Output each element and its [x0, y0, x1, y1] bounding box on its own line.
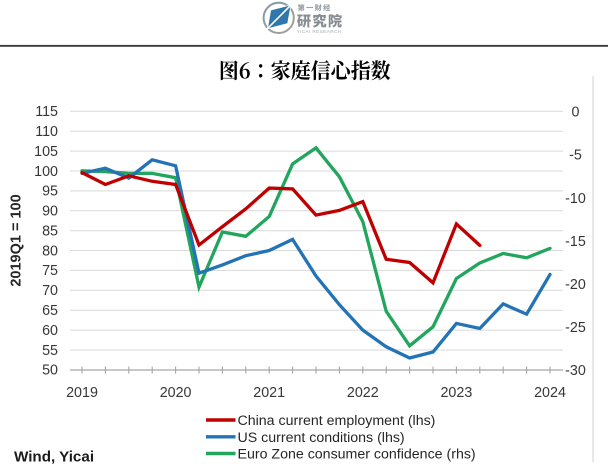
svg-text:2019Q1 = 100: 2019Q1 = 100 — [9, 194, 25, 286]
svg-text:115: 115 — [35, 104, 58, 120]
svg-text:-10: -10 — [565, 191, 586, 207]
svg-text:-30: -30 — [565, 363, 586, 379]
svg-text:0: 0 — [572, 105, 580, 121]
svg-text:70: 70 — [42, 283, 58, 299]
svg-text:80: 80 — [42, 243, 58, 259]
svg-text:55: 55 — [42, 343, 58, 359]
svg-text:75: 75 — [42, 263, 58, 279]
svg-text:-20: -20 — [565, 277, 586, 293]
svg-text:100: 100 — [34, 164, 58, 180]
svg-text:2019: 2019 — [66, 385, 98, 401]
svg-text:60: 60 — [42, 323, 58, 339]
svg-text:105: 105 — [34, 144, 58, 160]
svg-text:Euro Zone consumer confidence: Euro Zone consumer confidence (rhs) — [238, 447, 476, 463]
svg-text:110: 110 — [35, 124, 58, 140]
svg-text:China current employment (lhs): China current employment (lhs) — [238, 413, 436, 429]
svg-text:2023: 2023 — [440, 385, 472, 401]
svg-text:65: 65 — [42, 303, 58, 319]
svg-text:-15: -15 — [565, 234, 586, 250]
svg-text:90: 90 — [42, 204, 58, 220]
svg-text:YICAI RESEARCH: YICAI RESEARCH — [297, 29, 342, 35]
svg-text:95: 95 — [42, 184, 58, 200]
svg-text:2024: 2024 — [534, 385, 566, 401]
svg-text:2022: 2022 — [347, 385, 379, 401]
svg-text:Wind, Yicai: Wind, Yicai — [14, 449, 94, 466]
svg-text:-5: -5 — [569, 148, 582, 164]
svg-text:2020: 2020 — [160, 385, 192, 401]
svg-text:85: 85 — [42, 224, 58, 240]
svg-text:US current conditions (lhs): US current conditions (lhs) — [238, 430, 405, 446]
svg-text:-25: -25 — [565, 320, 586, 336]
svg-text:2021: 2021 — [253, 385, 285, 401]
svg-text:50: 50 — [42, 363, 58, 379]
